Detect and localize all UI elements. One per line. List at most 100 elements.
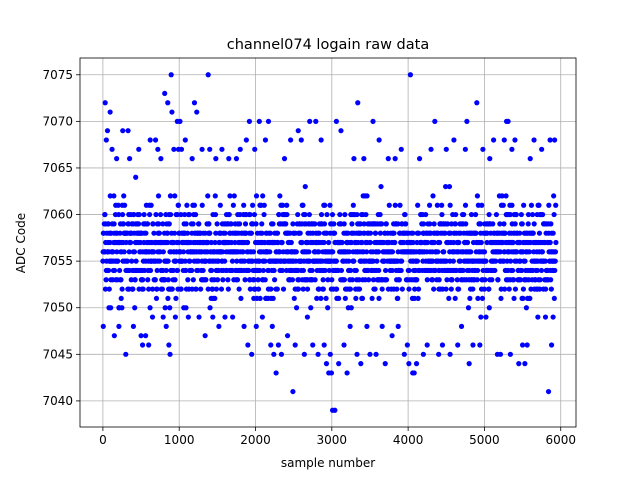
data-point [140, 286, 146, 292]
data-point [325, 277, 331, 283]
x-tick-label: 6000 [545, 433, 576, 447]
data-point [298, 137, 304, 143]
data-point [284, 202, 290, 208]
data-point [443, 146, 449, 152]
data-point [206, 221, 212, 227]
data-point [111, 221, 117, 227]
data-point [243, 137, 249, 143]
data-point [250, 202, 256, 208]
data-point [125, 128, 131, 134]
data-point [151, 230, 157, 236]
data-point [117, 230, 123, 236]
data-point [325, 305, 331, 311]
data-point [404, 342, 410, 348]
data-point [297, 230, 303, 236]
y-tick-label: 7070 [42, 114, 73, 128]
data-point [219, 146, 225, 152]
data-point [396, 277, 402, 283]
data-point [473, 230, 479, 236]
data-point [281, 156, 288, 162]
data-point [512, 221, 518, 227]
data-point [336, 361, 342, 367]
data-point [136, 146, 142, 152]
data-point [510, 267, 516, 274]
data-point [520, 286, 527, 292]
data-point [359, 239, 365, 246]
data-point [328, 370, 335, 376]
data-point [156, 221, 162, 227]
data-point [526, 249, 532, 255]
data-point [114, 156, 120, 162]
data-point [376, 267, 382, 274]
data-point [399, 258, 405, 264]
data-point [130, 286, 136, 292]
data-point [178, 211, 184, 218]
data-point [174, 211, 180, 218]
data-point [479, 202, 485, 208]
data-point [249, 351, 255, 357]
data-point [120, 221, 127, 227]
data-point [250, 249, 257, 255]
data-point [456, 239, 462, 246]
data-point [253, 221, 259, 227]
data-point [140, 277, 146, 283]
data-point [212, 239, 218, 246]
data-point [407, 72, 414, 78]
data-point [534, 267, 540, 274]
data-point [552, 249, 559, 255]
data-point [466, 361, 472, 367]
data-point [207, 230, 213, 236]
data-point [220, 277, 226, 283]
data-point [495, 277, 501, 283]
data-point [262, 137, 269, 143]
data-point [233, 156, 240, 162]
data-point [105, 221, 111, 227]
data-point [175, 202, 182, 208]
data-point [136, 221, 142, 227]
data-point [483, 258, 489, 264]
data-point [481, 249, 488, 255]
data-point [220, 249, 226, 255]
data-point [327, 351, 333, 357]
data-point [131, 211, 137, 218]
data-point [255, 286, 262, 292]
data-point [354, 351, 360, 357]
data-point [275, 342, 281, 348]
data-point [490, 137, 497, 143]
data-point [347, 286, 353, 292]
data-point [226, 156, 232, 162]
data-point [183, 267, 189, 274]
data-point [443, 258, 449, 264]
data-point [312, 277, 318, 283]
data-point [278, 351, 285, 357]
data-point [106, 305, 112, 311]
data-point [351, 258, 357, 264]
data-point [318, 137, 324, 143]
data-point [517, 258, 523, 264]
data-point [228, 221, 234, 227]
data-point [300, 286, 306, 292]
data-point [512, 286, 519, 292]
data-point [295, 128, 301, 134]
data-point [195, 258, 201, 264]
data-point [100, 323, 106, 329]
data-point [116, 323, 122, 329]
data-point [157, 211, 164, 218]
data-point [416, 156, 423, 162]
data-point [483, 314, 489, 320]
data-point [470, 342, 476, 348]
data-point [234, 258, 240, 264]
data-point [502, 286, 508, 292]
data-point [205, 193, 211, 199]
data-point [367, 239, 373, 246]
data-point [448, 286, 454, 292]
data-point [475, 267, 481, 274]
data-point [152, 137, 159, 143]
data-point [547, 239, 553, 246]
data-point [428, 146, 434, 152]
data-point [314, 295, 320, 302]
data-point [271, 351, 277, 357]
data-point [341, 277, 348, 283]
data-point [361, 156, 367, 162]
data-point [553, 239, 559, 246]
